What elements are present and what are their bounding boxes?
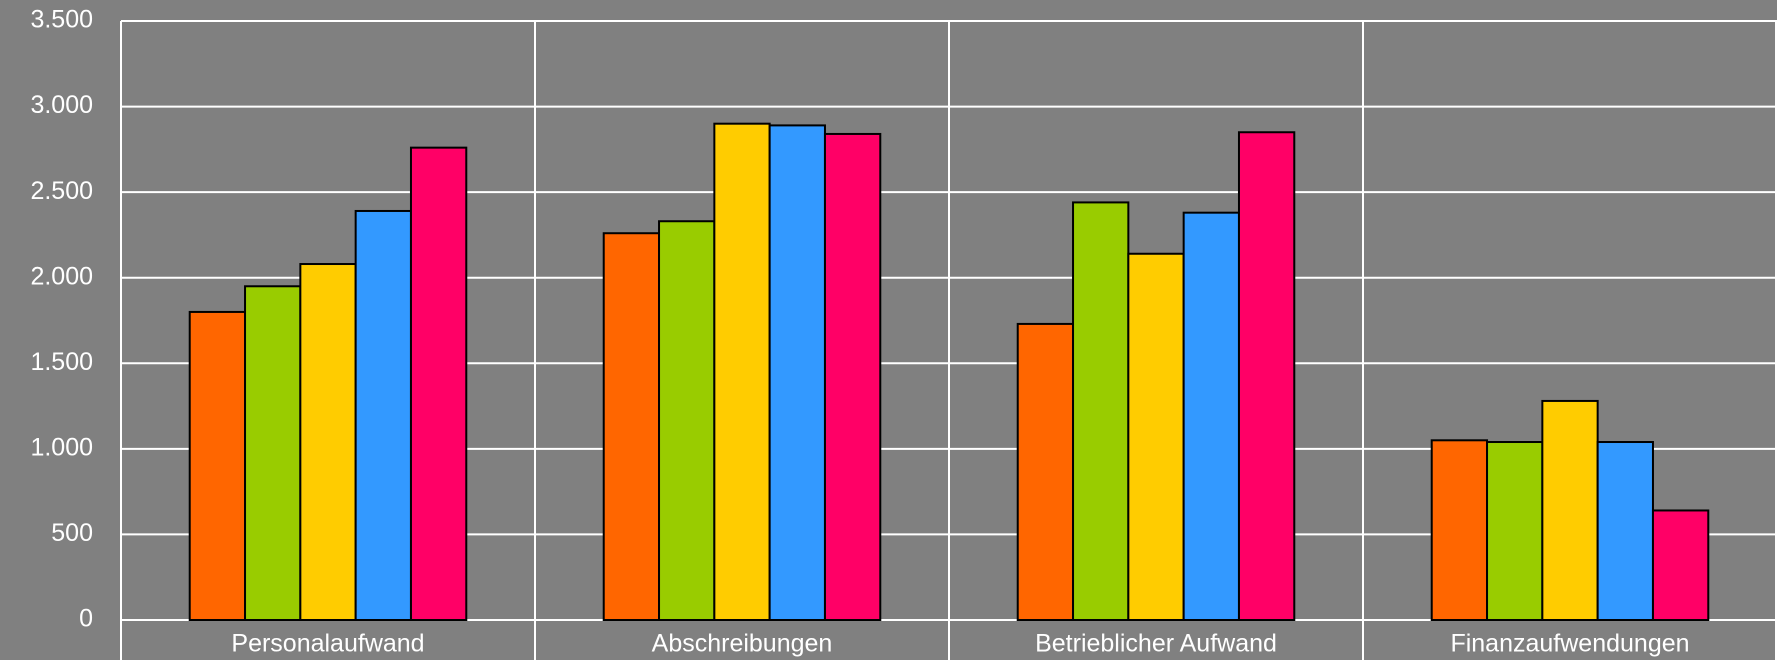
x-tick-label: Finanzaufwendungen	[1450, 630, 1689, 658]
bar	[658, 220, 716, 621]
bar	[602, 232, 661, 622]
y-tick-label: 3.500	[30, 6, 93, 34]
x-tick-label: Betrieblicher Aufwand	[1035, 630, 1277, 658]
bar	[244, 285, 302, 621]
y-tick-label: 3.000	[30, 91, 93, 119]
bar	[1237, 131, 1296, 621]
bar	[1016, 322, 1075, 621]
y-tick-label: 500	[51, 519, 93, 547]
bar	[188, 310, 247, 621]
y-tick-label: 1.000	[30, 433, 93, 461]
bar	[823, 132, 882, 621]
bar	[1651, 509, 1710, 621]
y-tick-label: 2.500	[30, 177, 93, 205]
y-tick-label: 0	[79, 605, 93, 633]
bar	[768, 124, 826, 621]
bar	[1182, 211, 1240, 621]
bar	[1596, 441, 1654, 621]
x-tick-label: Abschreibungen	[652, 630, 833, 658]
y-tick-label: 1.500	[30, 348, 93, 376]
bar	[713, 122, 771, 622]
bar	[299, 263, 357, 621]
bar	[1486, 441, 1544, 621]
x-tick-label: Personalaufwand	[231, 630, 424, 658]
bar	[1127, 252, 1185, 622]
bar	[1430, 439, 1489, 621]
bar	[1072, 201, 1130, 621]
bar	[354, 209, 412, 621]
bar	[409, 146, 468, 621]
y-tick-label: 2.000	[30, 262, 93, 290]
bar	[1541, 399, 1599, 621]
